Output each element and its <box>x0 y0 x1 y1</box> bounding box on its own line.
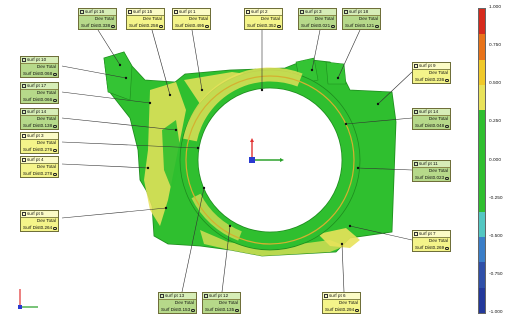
point-icon <box>22 110 26 114</box>
legend-color-segment <box>479 262 485 288</box>
legend-color-segment <box>479 211 485 237</box>
surf-pt-2-tag[interactable]: surf pt 2 Dev Total Surf Dist 0.352 <box>244 8 283 30</box>
status-circle-icon <box>445 176 449 181</box>
status-circle-icon <box>235 308 239 313</box>
point-icon <box>22 212 26 216</box>
legend-color-segment <box>479 59 485 85</box>
legend-color-segment <box>479 236 485 263</box>
status-circle-icon <box>53 172 57 177</box>
surf-pt-4-tag[interactable]: surf pt 4 Dev Total Surf Dist 0.278 <box>20 156 59 178</box>
status-circle-icon <box>53 148 57 153</box>
surf-pt-3-top-tag[interactable]: surf pt 3 Dev Total Surf Dist 0.021 <box>298 8 337 30</box>
point-icon <box>22 58 26 62</box>
surf-pt-5-tag[interactable]: surf pt 5 Dev Total Surf Dist 0.264 <box>20 210 59 232</box>
view-orientation-triad[interactable] <box>14 283 44 313</box>
surf-pt-3-tag[interactable]: surf pt 3 Dev Total Surf Dist 0.276 <box>20 132 59 154</box>
point-icon <box>414 110 418 114</box>
status-circle-icon <box>445 124 449 129</box>
legend-label: 0.500 <box>489 81 502 86</box>
status-circle-icon <box>53 226 57 231</box>
legend-color-segment <box>479 135 485 161</box>
surf-pt-13-tag[interactable]: surf pt 13 Dev Total Surf Dist 0.153 <box>158 292 197 314</box>
point-icon <box>22 158 26 162</box>
legend-color-segment <box>479 287 485 313</box>
status-circle-icon <box>205 24 209 29</box>
surf-pt-18-tag[interactable]: surf pt 18 Dev Total Surf Dist 0.121 <box>342 8 381 30</box>
point-icon <box>22 134 26 138</box>
point-icon <box>344 10 348 14</box>
surf-pt-16-tag[interactable]: surf pt 16 Dev Total Surf Dist 0.338 <box>78 8 117 30</box>
legend-label: -1.000 <box>489 310 503 315</box>
legend-label: -0.750 <box>489 272 503 277</box>
surf-pt-9-tag[interactable]: surf pt 9 Dev Total Surf Dist 0.236 <box>412 62 451 84</box>
point-icon <box>414 64 418 68</box>
status-circle-icon <box>355 308 359 313</box>
status-circle-icon <box>53 124 57 129</box>
status-circle-icon <box>53 98 57 103</box>
legend-color-segment <box>479 34 485 60</box>
point-icon <box>414 232 418 236</box>
status-circle-icon <box>445 78 449 83</box>
surf-pt-15-tag[interactable]: surf pt 15 Dev Total Surf Dist 0.258 <box>126 8 165 30</box>
legend-label: 0.250 <box>489 119 502 124</box>
surf-pt-10-tag[interactable]: surf pt 10 Dev Total Surf Dist 0.068 <box>20 56 59 78</box>
legend-color-segment <box>479 110 485 136</box>
surf-pt-14-right-tag[interactable]: surf pt 14 Dev Total Surf Dist 0.048 <box>412 108 451 130</box>
surf-pt-7-tag[interactable]: surf pt 7 Dev Total Surf Dist 0.269 <box>412 230 451 252</box>
point-icon <box>160 294 164 298</box>
surf-pt-11-tag[interactable]: surf pt 11 Dev Total Surf Dist 0.023 <box>412 160 451 182</box>
origin-axis-triad <box>249 138 284 163</box>
legend-color-segment <box>479 160 485 187</box>
legend-label: 1.000 <box>489 5 502 10</box>
legend-color-bar <box>478 8 486 314</box>
legend-color-segment <box>479 9 485 35</box>
point-icon <box>246 10 250 14</box>
status-circle-icon <box>53 72 57 77</box>
status-circle-icon <box>111 24 115 29</box>
surf-pt-14-left-tag[interactable]: surf pt 14 Dev Total Surf Dist 0.138 <box>20 108 59 130</box>
legend-label: -0.500 <box>489 234 503 239</box>
status-circle-icon <box>159 24 163 29</box>
point-icon <box>174 10 178 14</box>
point-icon <box>80 10 84 14</box>
status-circle-icon <box>277 24 281 29</box>
point-icon <box>324 294 328 298</box>
point-icon <box>22 84 26 88</box>
legend-label: 0.750 <box>489 43 502 48</box>
point-icon <box>204 294 208 298</box>
status-circle-icon <box>331 24 335 29</box>
surf-pt-1-tag[interactable]: surf pt 1 Dev Total Surf Dist 0.495 <box>172 8 211 30</box>
surf-pt-17-tag[interactable]: surf pt 17 Dev Total Surf Dist 0.066 <box>20 82 59 104</box>
leader-lines <box>61 29 413 293</box>
status-circle-icon <box>191 308 195 313</box>
legend-color-segment <box>479 186 485 212</box>
legend-color-segment <box>479 84 485 111</box>
surf-pt-6-tag[interactable]: surf pt 6 Dev Total Surf Dist 0.294 <box>322 292 361 314</box>
status-circle-icon <box>445 246 449 251</box>
surf-pt-12-tag[interactable]: surf pt 12 Dev Total Surf Dist 0.135 <box>202 292 241 314</box>
legend-label: -0.250 <box>489 196 503 201</box>
point-icon <box>414 162 418 166</box>
status-circle-icon <box>375 24 379 29</box>
deviation-color-legend: 1.000 0.750 0.500 0.250 0.000 -0.250 -0.… <box>476 2 508 320</box>
legend-label: 0.000 <box>489 158 502 163</box>
point-icon <box>300 10 304 14</box>
point-icon <box>128 10 132 14</box>
